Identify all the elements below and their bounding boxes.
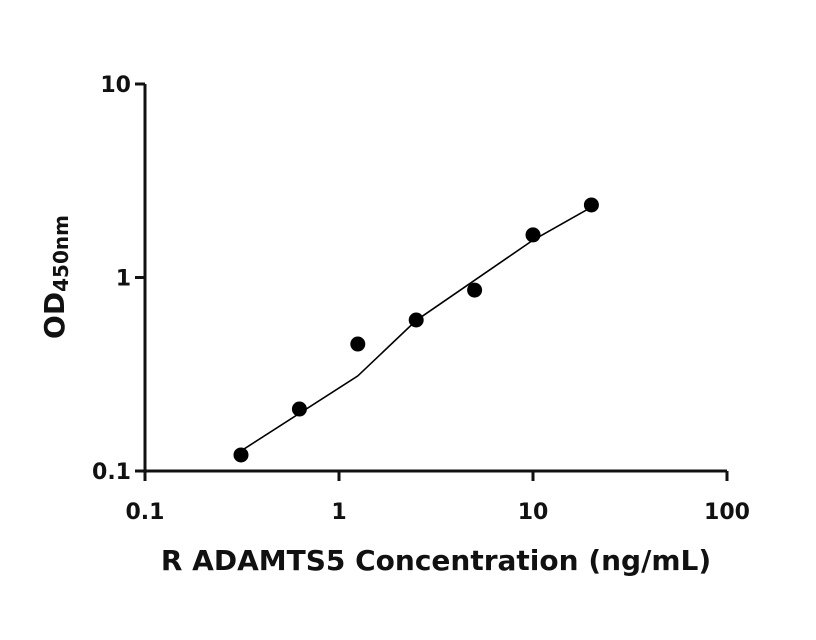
y-axis-label: OD450nm xyxy=(38,215,73,339)
x-tick-label: 1 xyxy=(331,500,346,525)
y-axis-label-main: OD xyxy=(38,292,71,339)
x-tick-label: 10 xyxy=(518,500,549,525)
data-point xyxy=(233,447,249,463)
y-tick-label: 10 xyxy=(100,73,131,98)
data-point xyxy=(467,282,483,298)
y-tick-label: 1 xyxy=(116,267,131,292)
y-tick-label: 0.1 xyxy=(92,460,131,485)
data-point xyxy=(291,401,307,417)
x-axis-label: R ADAMTS5 Concentration (ng/mL) xyxy=(161,544,711,577)
x-tick-label: 0.1 xyxy=(126,500,165,525)
data-point xyxy=(525,227,541,243)
data-point xyxy=(408,312,424,328)
fit-line xyxy=(240,206,592,452)
y-axis-label-sub: 450nm xyxy=(49,215,73,292)
data-point xyxy=(350,336,366,352)
x-tick-label: 100 xyxy=(704,500,750,525)
data-point xyxy=(583,197,599,213)
